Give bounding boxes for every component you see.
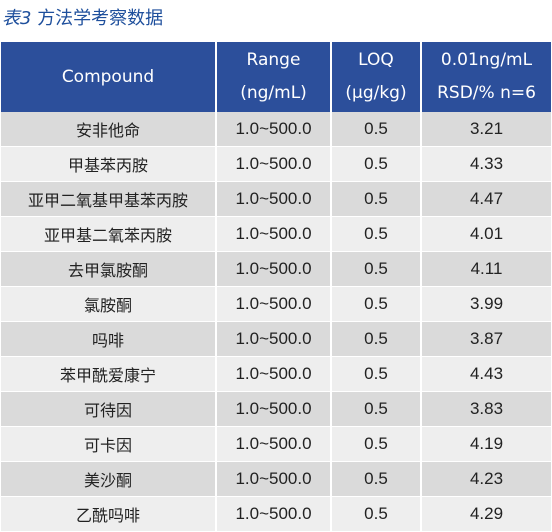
cell-rsd: 4.01: [421, 216, 551, 252]
cell-range: 1.0~500.0: [216, 216, 332, 252]
table-caption-text: 方法学考察数据: [37, 8, 164, 29]
header-rsd: 0.01ng/mL RSD/% n=6: [421, 42, 551, 112]
header-compound-label: Compound: [61, 66, 155, 87]
table-row: 亚甲二氧基甲基苯丙胺 1.0~500.0 0.5 4.47: [1, 181, 551, 217]
cell-loq: 0.5: [331, 356, 422, 392]
table-row: 甲基苯丙胺 1.0~500.0 0.5 4.33: [1, 146, 551, 182]
cell-loq: 0.5: [331, 461, 422, 497]
table-body: 安非他命 1.0~500.0 0.5 3.21 甲基苯丙胺 1.0~500.0 …: [1, 112, 551, 532]
cell-rsd: 3.99: [421, 286, 551, 322]
cell-compound: 安非他命: [1, 112, 217, 147]
cell-loq: 0.5: [331, 286, 422, 322]
header-compound: Compound: [1, 42, 217, 112]
header-loq-line1: LOQ: [358, 50, 394, 70]
cell-range: 1.0~500.0: [216, 461, 332, 497]
header-range-line1: Range: [246, 50, 301, 70]
header-rsd-line1: 0.01ng/mL: [440, 50, 533, 70]
cell-compound: 美沙酮: [1, 461, 217, 497]
table-row: 美沙酮 1.0~500.0 0.5 4.23: [1, 461, 551, 497]
table-row: 安非他命 1.0~500.0 0.5 3.21: [1, 112, 551, 147]
table-row: 可待因 1.0~500.0 0.5 3.83: [1, 391, 551, 427]
cell-range: 1.0~500.0: [216, 112, 332, 147]
cell-rsd: 3.83: [421, 391, 551, 427]
cell-loq: 0.5: [331, 321, 422, 357]
cell-range: 1.0~500.0: [216, 286, 332, 322]
cell-range: 1.0~500.0: [216, 496, 332, 532]
cell-rsd: 3.21: [421, 112, 551, 147]
cell-compound: 苯甲酰爱康宁: [1, 356, 217, 392]
cell-loq: 0.5: [331, 181, 422, 217]
cell-loq: 0.5: [331, 391, 422, 427]
header-loq: LOQ (µg/kg): [331, 42, 422, 112]
cell-rsd: 4.11: [421, 251, 551, 287]
cell-compound: 亚甲二氧基甲基苯丙胺: [1, 181, 217, 217]
cell-compound: 可待因: [1, 391, 217, 427]
table-row: 去甲氯胺酮 1.0~500.0 0.5 4.11: [1, 251, 551, 287]
table-row: 亚甲基二氧苯丙胺 1.0~500.0 0.5 4.01: [1, 216, 551, 252]
cell-loq: 0.5: [331, 216, 422, 252]
table-row: 氯胺酮 1.0~500.0 0.5 3.99: [1, 286, 551, 322]
cell-compound: 氯胺酮: [1, 286, 217, 322]
cell-range: 1.0~500.0: [216, 251, 332, 287]
cell-range: 1.0~500.0: [216, 391, 332, 427]
cell-compound: 甲基苯丙胺: [1, 146, 217, 182]
cell-rsd: 4.19: [421, 426, 551, 462]
cell-compound: 乙酰吗啡: [1, 496, 217, 532]
cell-compound: 吗啡: [1, 321, 217, 357]
cell-loq: 0.5: [331, 426, 422, 462]
cell-rsd: 4.29: [421, 496, 551, 532]
cell-range: 1.0~500.0: [216, 146, 332, 182]
cell-loq: 0.5: [331, 496, 422, 532]
table-row: 可卡因 1.0~500.0 0.5 4.19: [1, 426, 551, 462]
table-header: Compound Range (ng/mL) LOQ (µg/kg) 0.01n…: [1, 42, 551, 112]
cell-rsd: 4.47: [421, 181, 551, 217]
cell-range: 1.0~500.0: [216, 181, 332, 217]
table-row: 乙酰吗啡 1.0~500.0 0.5 4.29: [1, 496, 551, 532]
cell-loq: 0.5: [331, 146, 422, 182]
cell-range: 1.0~500.0: [216, 426, 332, 462]
cell-rsd: 4.23: [421, 461, 551, 497]
cell-compound: 可卡因: [1, 426, 217, 462]
cell-loq: 0.5: [331, 251, 422, 287]
validation-data-table: Compound Range (ng/mL) LOQ (µg/kg) 0.01n…: [1, 42, 551, 532]
cell-rsd: 3.87: [421, 321, 551, 357]
table-caption-label: 表3: [2, 8, 32, 29]
cell-range: 1.0~500.0: [216, 321, 332, 357]
cell-range: 1.0~500.0: [216, 356, 332, 392]
cell-compound: 去甲氯胺酮: [1, 251, 217, 287]
header-loq-line2: (µg/kg): [345, 83, 407, 103]
header-row: Compound Range (ng/mL) LOQ (µg/kg) 0.01n…: [1, 42, 551, 112]
table-caption: 表3 方法学考察数据: [2, 5, 163, 33]
cell-loq: 0.5: [331, 112, 422, 147]
header-range-line2: (ng/mL): [240, 83, 307, 103]
cell-compound: 亚甲基二氧苯丙胺: [1, 216, 217, 252]
table-row: 吗啡 1.0~500.0 0.5 3.87: [1, 321, 551, 357]
header-rsd-line2: RSD/% n=6: [437, 83, 536, 103]
cell-rsd: 4.43: [421, 356, 551, 392]
cell-rsd: 4.33: [421, 146, 551, 182]
table-row: 苯甲酰爱康宁 1.0~500.0 0.5 4.43: [1, 356, 551, 392]
header-range: Range (ng/mL): [216, 42, 332, 112]
